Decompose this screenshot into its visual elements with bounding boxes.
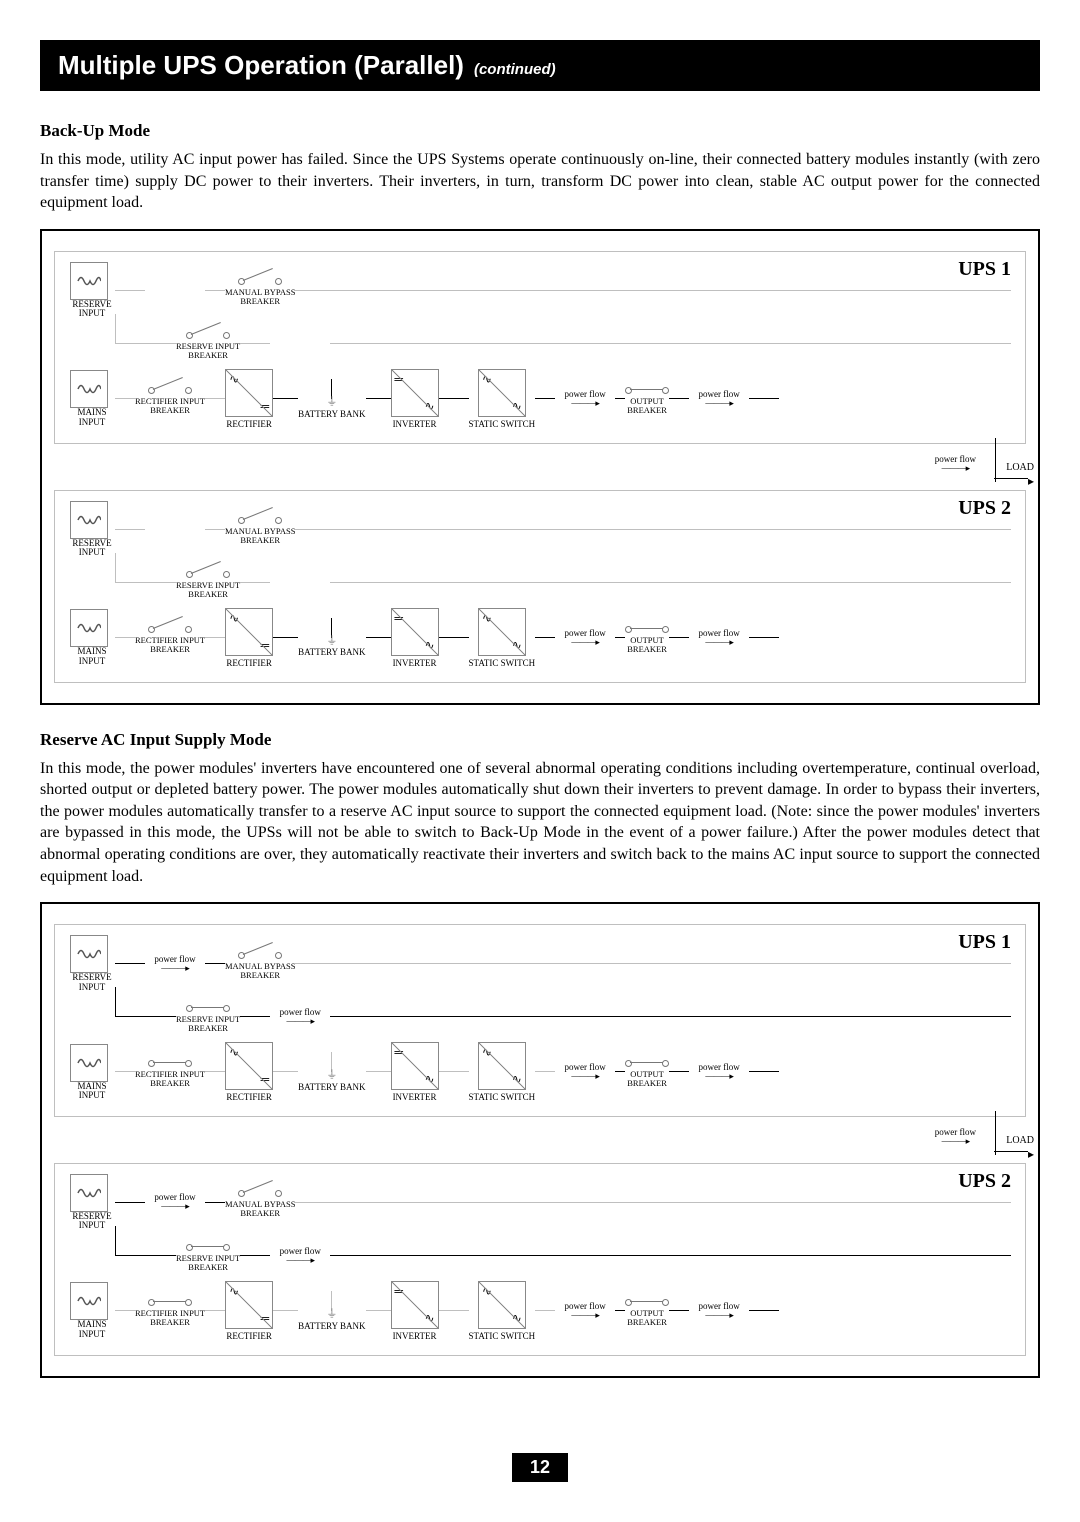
power-flow-label: power flow———▸ xyxy=(145,1193,205,1211)
power-flow-label: power flow———▸ xyxy=(689,1302,749,1320)
page-number: 12 xyxy=(0,1453,1080,1482)
reserve-input-label: RESERVE INPUT xyxy=(69,1212,115,1231)
ups-title: UPS 2 xyxy=(958,497,1011,520)
mode1-text: In this mode, utility AC input power has… xyxy=(40,149,1040,214)
breaker: OUTPUT BREAKER xyxy=(625,383,669,415)
mains-input-label: MAINS INPUT xyxy=(69,408,115,427)
inverter: ═∿INVERTER xyxy=(391,369,439,429)
ups-box: UPS 2 RESERVE INPUT MANUAL BYPASS BREAKER R… xyxy=(54,490,1026,683)
static-switch: ∿∿STATIC SWITCH xyxy=(469,1042,536,1102)
header-subtitle: (continued) xyxy=(474,61,556,78)
ups-title: UPS 1 xyxy=(958,931,1011,954)
reserve-input-label: RESERVE INPUT xyxy=(69,300,115,319)
power-flow-label: power flow———▸ xyxy=(555,1063,615,1081)
rectifier: ∿═RECTIFIER xyxy=(225,369,273,429)
rectifier: ∿═RECTIFIER xyxy=(225,1042,273,1102)
power-flow-label: power flow———▸ xyxy=(935,1128,976,1146)
breaker: RESERVE INPUT BREAKER xyxy=(176,1240,240,1272)
power-flow-label: power flow———▸ xyxy=(689,1063,749,1081)
ground-icon: ⏚ xyxy=(325,1072,339,1080)
breaker: MANUAL BYPASS BREAKER xyxy=(225,948,295,980)
power-flow-label: power flow———▸ xyxy=(555,390,615,408)
breaker: RESERVE INPUT BREAKER xyxy=(176,328,240,360)
mode2-text: In this mode, the power modules' inverte… xyxy=(40,758,1040,888)
breaker: RECTIFIER INPUT BREAKER xyxy=(135,1056,205,1088)
breaker: OUTPUT BREAKER xyxy=(625,1056,669,1088)
breaker: MANUAL BYPASS BREAKER xyxy=(225,513,295,545)
breaker: RESERVE INPUT BREAKER xyxy=(176,567,240,599)
sine-icon xyxy=(70,935,108,973)
sine-icon xyxy=(70,1174,108,1212)
ups-box: UPS 2 RESERVE INPUT power flow———▸ MANUAL B… xyxy=(54,1163,1026,1356)
ground-icon: ⏚ xyxy=(325,638,339,646)
power-flow-label: power flow———▸ xyxy=(689,629,749,647)
load-label: LOAD xyxy=(1006,1135,1034,1146)
mode2-title: Reserve AC Input Supply Mode xyxy=(40,730,1040,750)
ups-box: UPS 1 RESERVE INPUT power flow———▸ MANUAL B… xyxy=(54,924,1026,1117)
sine-icon xyxy=(70,370,108,408)
page: Multiple UPS Operation (Parallel) (conti… xyxy=(0,40,1080,1482)
load-label: LOAD xyxy=(1006,462,1034,473)
diagram1-frame: UPS 1 RESERVE INPUT MANUAL BYPASS BREAKER R… xyxy=(40,229,1040,705)
ups-title: UPS 1 xyxy=(958,258,1011,281)
battery-bank-label: BATTERY BANK xyxy=(298,647,365,657)
power-flow-label: power flow———▸ xyxy=(270,1247,330,1265)
sine-icon xyxy=(70,501,108,539)
diagram2-frame: UPS 1 RESERVE INPUT power flow———▸ MANUAL B… xyxy=(40,902,1040,1378)
rectifier: ∿═RECTIFIER xyxy=(225,1281,273,1341)
static-switch: ∿∿STATIC SWITCH xyxy=(469,1281,536,1341)
breaker: OUTPUT BREAKER xyxy=(625,622,669,654)
breaker: MANUAL BYPASS BREAKER xyxy=(225,1186,295,1218)
power-flow-label: power flow———▸ xyxy=(555,1302,615,1320)
content: Back-Up Mode In this mode, utility AC in… xyxy=(0,91,1080,1423)
reserve-input-label: RESERVE INPUT xyxy=(69,539,115,558)
header-title: Multiple UPS Operation (Parallel) xyxy=(58,50,464,80)
mains-input-label: MAINS INPUT xyxy=(69,1320,115,1339)
sine-icon xyxy=(70,609,108,647)
power-flow-label: power flow———▸ xyxy=(555,629,615,647)
breaker: RECTIFIER INPUT BREAKER xyxy=(135,383,205,415)
inverter: ═∿INVERTER xyxy=(391,1042,439,1102)
mains-input-label: MAINS INPUT xyxy=(69,647,115,666)
inverter: ═∿INVERTER xyxy=(391,608,439,668)
reserve-input-label: RESERVE INPUT xyxy=(69,973,115,992)
power-flow-label: power flow———▸ xyxy=(270,1008,330,1026)
sine-icon xyxy=(70,1282,108,1320)
breaker: MANUAL BYPASS BREAKER xyxy=(225,274,295,306)
rectifier: ∿═RECTIFIER xyxy=(225,608,273,668)
ground-icon: ⏚ xyxy=(325,1311,339,1319)
section-header: Multiple UPS Operation (Parallel) (conti… xyxy=(40,40,1040,91)
breaker: RECTIFIER INPUT BREAKER xyxy=(135,622,205,654)
ups-box: UPS 1 RESERVE INPUT MANUAL BYPASS BREAKER R… xyxy=(54,251,1026,444)
battery-bank-label: BATTERY BANK xyxy=(298,1082,365,1092)
sine-icon xyxy=(70,1044,108,1082)
ups-title: UPS 2 xyxy=(958,1170,1011,1193)
breaker: OUTPUT BREAKER xyxy=(625,1295,669,1327)
power-flow-label: power flow———▸ xyxy=(689,390,749,408)
power-flow-label: power flow———▸ xyxy=(145,955,205,973)
power-flow-label: power flow———▸ xyxy=(935,455,976,473)
mains-input-label: MAINS INPUT xyxy=(69,1082,115,1101)
battery-bank-label: BATTERY BANK xyxy=(298,409,365,419)
static-switch: ∿∿STATIC SWITCH xyxy=(469,608,536,668)
ground-icon: ⏚ xyxy=(325,399,339,407)
static-switch: ∿∿STATIC SWITCH xyxy=(469,369,536,429)
breaker: RESERVE INPUT BREAKER xyxy=(176,1001,240,1033)
sine-icon xyxy=(70,262,108,300)
battery-bank-label: BATTERY BANK xyxy=(298,1321,365,1331)
breaker: RECTIFIER INPUT BREAKER xyxy=(135,1295,205,1327)
mode1-title: Back-Up Mode xyxy=(40,121,1040,141)
inverter: ═∿INVERTER xyxy=(391,1281,439,1341)
